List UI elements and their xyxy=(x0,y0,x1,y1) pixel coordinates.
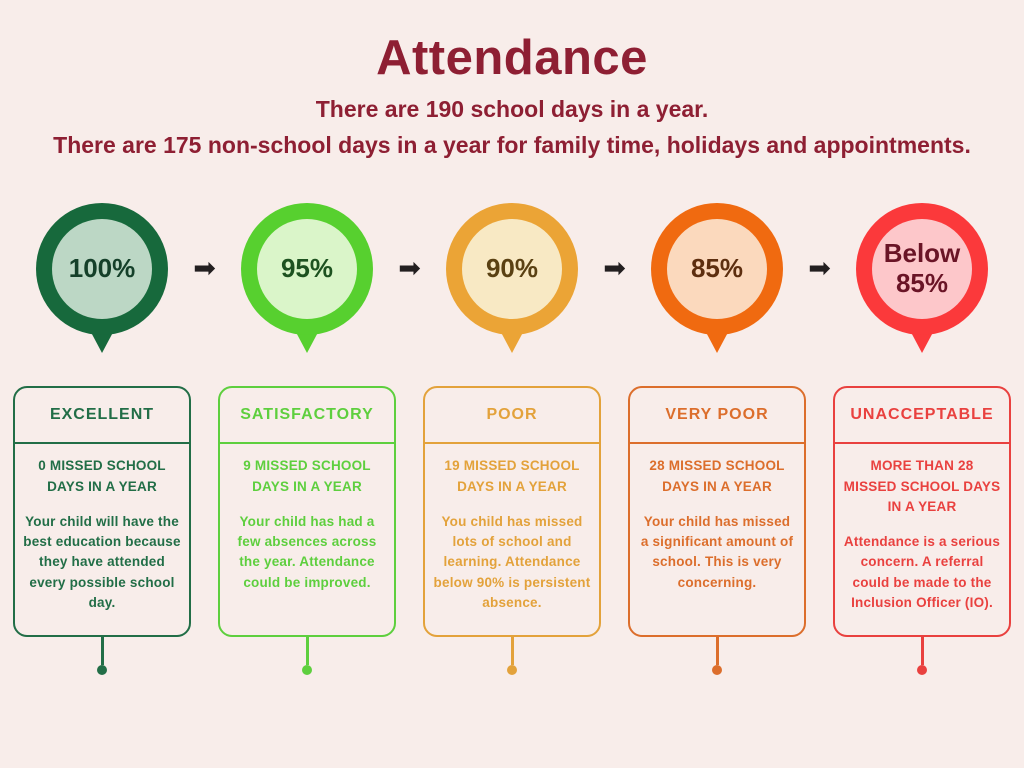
pin-label: Below 85% xyxy=(883,238,961,299)
percentage-pins-row: 100% ➡ 95% ➡ 90% ➡ 85% ➡ xyxy=(0,203,1024,368)
description-text: Your child has had a few absences across… xyxy=(237,513,377,590)
card-column-poor: POOR 19 MISSED SCHOOL DAYS IN A YEAR You… xyxy=(423,386,601,676)
connector-dot xyxy=(712,665,722,676)
connector-line xyxy=(510,637,514,666)
pin-face: Below 85% xyxy=(872,219,972,320)
card-body: 19 MISSED SCHOOL DAYS IN A YEAR You chil… xyxy=(425,444,599,635)
pin-face: 100% xyxy=(52,219,152,320)
card-title: VERY POOR xyxy=(630,388,804,445)
right-arrow-icon: ➡ xyxy=(603,253,626,285)
description-text: Attendance is a serious concern. A refer… xyxy=(843,534,1001,610)
card-title: POOR xyxy=(425,388,599,445)
card-column-very-poor: VERY POOR 28 MISSED SCHOOL DAYS IN A YEA… xyxy=(628,386,806,676)
card-body: 0 MISSED SCHOOL DAYS IN A YEAR Your chil… xyxy=(15,444,189,635)
connector-dot xyxy=(917,665,927,676)
subtitle-line-2: There are 175 non-school days in a year … xyxy=(53,131,971,158)
card-body: 28 MISSED SCHOOL DAYS IN A YEAR Your chi… xyxy=(630,444,804,635)
connector-dot xyxy=(507,665,517,676)
pin-face: 85% xyxy=(667,219,767,320)
description-text: Your child will have the best education … xyxy=(23,513,181,610)
pin-face: 95% xyxy=(257,219,357,320)
pin-label: 85% xyxy=(690,253,744,284)
pin-85-percent: 85% xyxy=(651,203,783,365)
card-poor: POOR 19 MISSED SCHOOL DAYS IN A YEAR You… xyxy=(423,386,601,638)
card-satisfactory: SATISFACTORY 9 MISSED SCHOOL DAYS IN A Y… xyxy=(218,386,396,638)
card-title: UNACCEPTABLE xyxy=(835,388,1009,445)
pin-95-percent: 95% xyxy=(241,203,373,365)
missed-days-text: 28 MISSED SCHOOL DAYS IN A YEAR xyxy=(649,458,785,494)
pin-face: 90% xyxy=(462,219,562,320)
pin-label: 100% xyxy=(68,253,136,284)
card-very-poor: VERY POOR 28 MISSED SCHOOL DAYS IN A YEA… xyxy=(628,386,806,638)
pin-label: 95% xyxy=(280,253,334,284)
card-column-unacceptable: UNACCEPTABLE MORE THAN 28 MISSED SCHOOL … xyxy=(833,386,1011,676)
pin-100-percent: 100% xyxy=(36,203,168,365)
connector-line xyxy=(920,637,924,666)
card-body: 9 MISSED SCHOOL DAYS IN A YEAR Your chil… xyxy=(220,444,394,635)
card-column-excellent: EXCELLENT 0 MISSED SCHOOL DAYS IN A YEAR… xyxy=(13,386,191,676)
description-text: Your child has missed a significant amou… xyxy=(640,513,794,590)
missed-days-text: 0 MISSED SCHOOL DAYS IN A YEAR xyxy=(38,458,166,494)
missed-days-text: 19 MISSED SCHOOL DAYS IN A YEAR xyxy=(444,458,580,494)
card-title: EXCELLENT xyxy=(15,388,189,445)
page-title: Attendance xyxy=(376,31,648,85)
pin-label: 90% xyxy=(485,253,539,284)
card-excellent: EXCELLENT 0 MISSED SCHOOL DAYS IN A YEAR… xyxy=(13,386,191,638)
card-body: MORE THAN 28 MISSED SCHOOL DAYS IN A YEA… xyxy=(835,444,1009,635)
connector-dot xyxy=(302,665,312,676)
subtitle-line-1: There are 190 school days in a year. xyxy=(315,96,709,122)
card-column-satisfactory: SATISFACTORY 9 MISSED SCHOOL DAYS IN A Y… xyxy=(218,386,396,676)
connector-line xyxy=(715,637,719,666)
pin-90-percent: 90% xyxy=(446,203,578,365)
right-arrow-icon: ➡ xyxy=(193,253,216,285)
connector-dot xyxy=(97,665,107,676)
right-arrow-icon: ➡ xyxy=(808,253,831,285)
connector-line xyxy=(100,637,104,666)
description-text: You child has missed lots of school and … xyxy=(433,513,591,610)
missed-days-text: MORE THAN 28 MISSED SCHOOL DAYS IN A YEA… xyxy=(843,458,1001,514)
right-arrow-icon: ➡ xyxy=(398,253,421,285)
card-title: SATISFACTORY xyxy=(220,388,394,445)
category-cards-row: EXCELLENT 0 MISSED SCHOOL DAYS IN A YEAR… xyxy=(0,386,1024,676)
pin-below-85-percent: Below 85% xyxy=(856,203,988,365)
connector-line xyxy=(305,637,309,666)
missed-days-text: 9 MISSED SCHOOL DAYS IN A YEAR xyxy=(243,458,371,494)
card-unacceptable: UNACCEPTABLE MORE THAN 28 MISSED SCHOOL … xyxy=(833,386,1011,638)
